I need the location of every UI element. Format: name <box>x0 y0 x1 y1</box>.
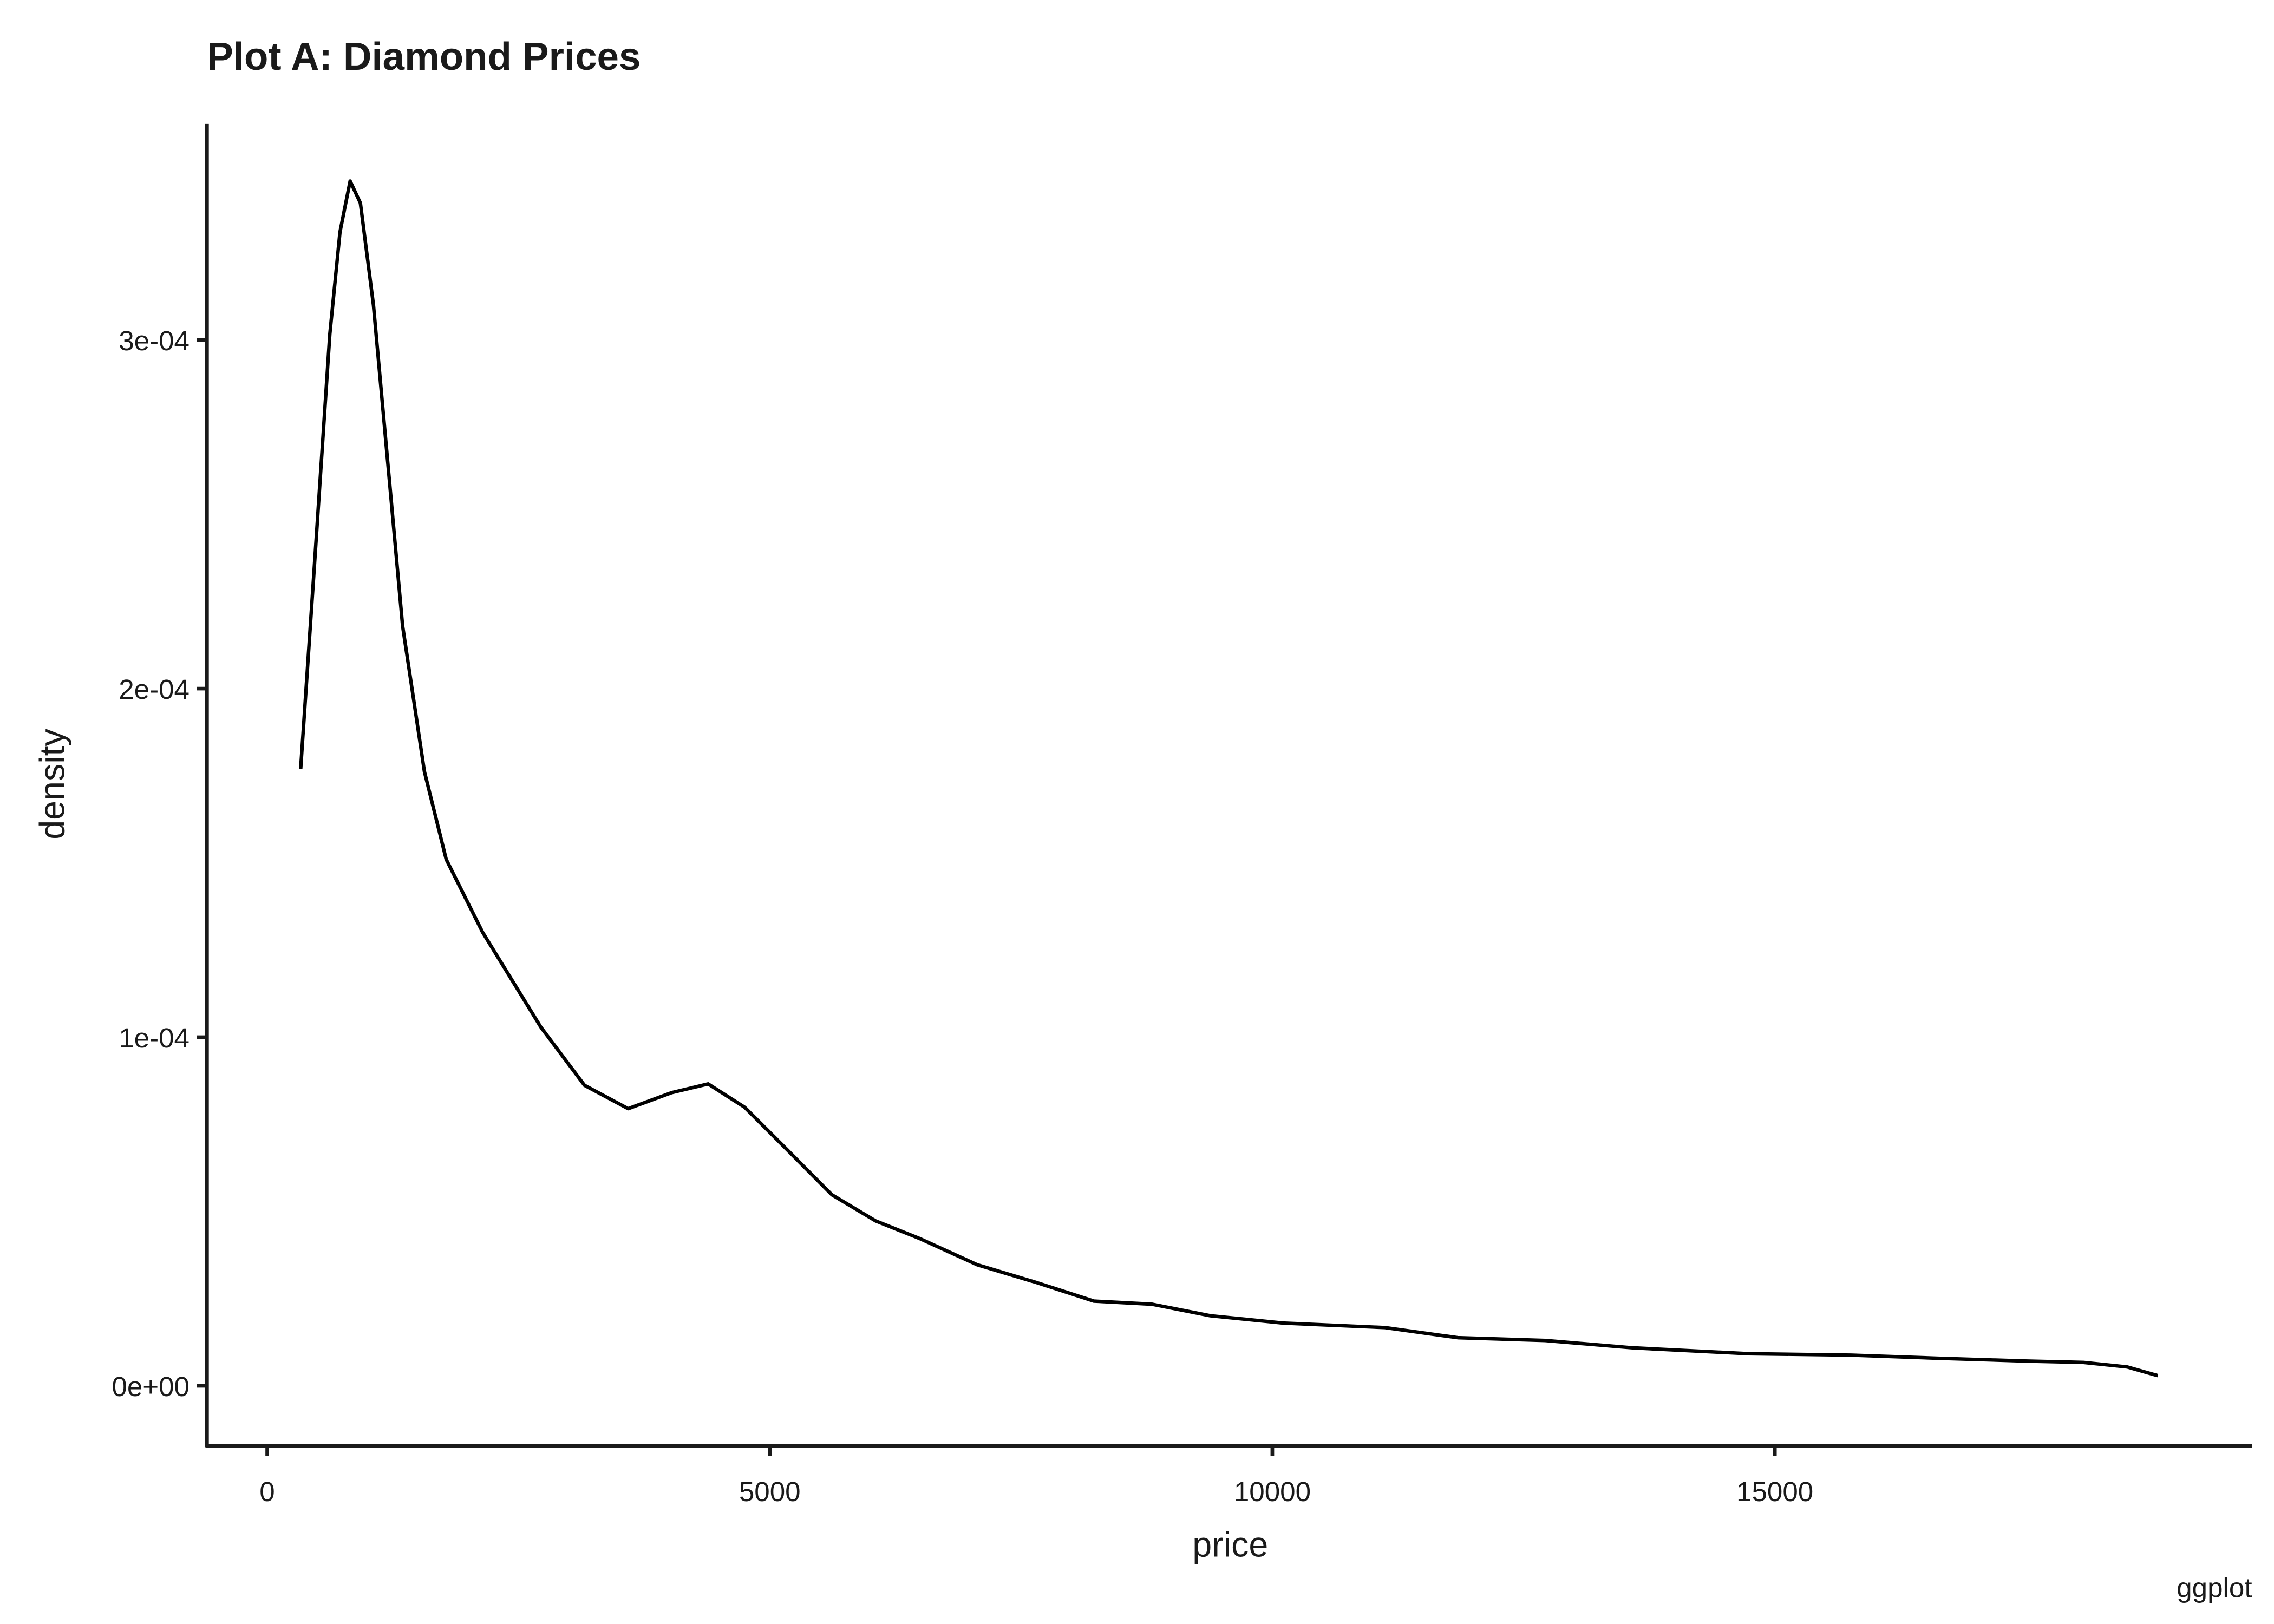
caption: ggplot <box>2177 1573 2252 1603</box>
x-tick-label: 10000 <box>1234 1476 1311 1507</box>
y-tick-label: 1e-04 <box>119 1023 190 1053</box>
density-line <box>299 179 2159 1378</box>
chart-title: Plot A: Diamond Prices <box>207 35 641 78</box>
y-tick-label: 2e-04 <box>119 674 190 705</box>
y-axis-label: density <box>32 728 71 839</box>
x-tick-label: 15000 <box>1736 1476 1813 1507</box>
y-tick-label: 0e+00 <box>112 1371 190 1402</box>
x-axis-label: price <box>1192 1525 1268 1564</box>
x-tick-label: 0 <box>259 1476 275 1507</box>
x-tick-label: 5000 <box>739 1476 801 1507</box>
y-tick-label: 3e-04 <box>119 325 190 356</box>
